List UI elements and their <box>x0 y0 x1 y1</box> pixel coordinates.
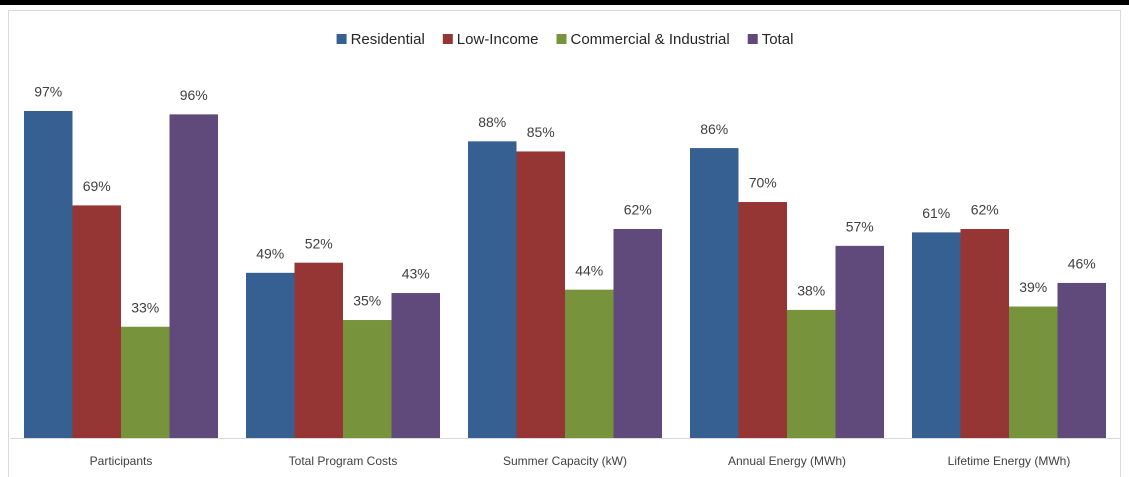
data-label: 43% <box>402 266 430 282</box>
bar <box>72 205 121 438</box>
data-label: 44% <box>575 262 603 278</box>
legend-label: Commercial & Industrial <box>571 31 730 48</box>
bar <box>24 111 73 438</box>
bar <box>912 232 961 438</box>
bar <box>835 245 884 438</box>
legend-swatch <box>747 34 758 44</box>
top-rule <box>0 0 1129 5</box>
bar <box>690 148 739 439</box>
bar <box>516 151 565 438</box>
x-tick-label: Lifetime Energy (MWh) <box>948 454 1071 468</box>
data-label: 33% <box>131 299 159 315</box>
bar <box>294 262 343 438</box>
data-label: 86% <box>700 121 728 137</box>
bar <box>246 272 295 438</box>
bar <box>391 293 440 438</box>
bar <box>613 228 662 438</box>
bar <box>343 320 392 438</box>
bar <box>787 309 836 438</box>
bar <box>1057 282 1106 438</box>
data-label: 57% <box>846 219 874 235</box>
data-label: 61% <box>922 205 950 221</box>
data-label: 62% <box>971 202 999 218</box>
data-label: 62% <box>624 202 652 218</box>
legend-swatch <box>556 34 567 44</box>
legend-label: Low-Income <box>457 31 539 48</box>
legend-swatch <box>336 34 347 44</box>
data-label: 49% <box>256 246 284 262</box>
x-tick-label: Participants <box>90 454 153 468</box>
bar <box>565 289 614 438</box>
bar <box>169 114 218 439</box>
x-tick-label: Summer Capacity (kW) <box>503 454 627 468</box>
bar <box>121 326 170 438</box>
data-label: 69% <box>83 178 111 194</box>
data-label: 38% <box>797 283 825 299</box>
data-label: 96% <box>180 87 208 103</box>
data-label: 52% <box>305 235 333 251</box>
bar <box>960 228 1009 438</box>
legend-label: Total <box>762 31 794 48</box>
bar <box>738 202 787 438</box>
bar <box>1009 306 1058 438</box>
x-tick-label: Total Program Costs <box>289 454 398 468</box>
legend-swatch <box>442 34 453 44</box>
data-label: 85% <box>527 124 555 140</box>
data-label: 88% <box>478 114 506 130</box>
bar <box>468 141 517 438</box>
data-label: 97% <box>34 84 62 100</box>
legend-label: Residential <box>351 31 425 48</box>
x-tick-label: Annual Energy (MWh) <box>728 454 846 468</box>
data-label: 39% <box>1019 279 1047 295</box>
data-label: 46% <box>1068 256 1096 272</box>
data-label: 35% <box>353 293 381 309</box>
data-label: 70% <box>749 175 777 191</box>
